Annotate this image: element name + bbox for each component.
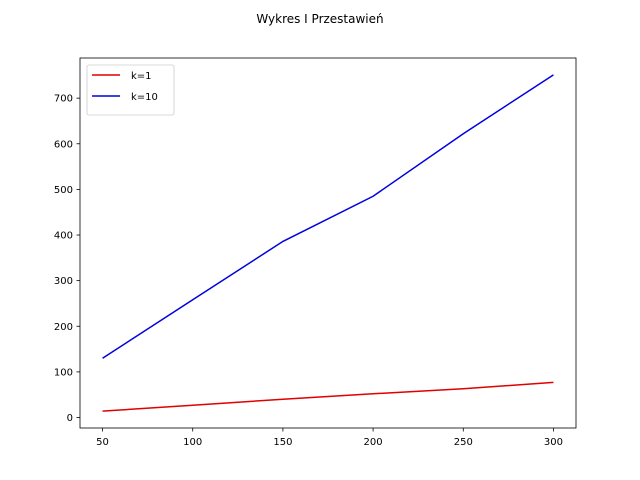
- x-tick-label: 100: [183, 437, 202, 448]
- y-tick-label: 100: [54, 367, 73, 378]
- y-tick-label: 200: [54, 322, 73, 333]
- legend-label-1: k=10: [131, 92, 158, 103]
- plot-frame: [79, 57, 577, 429]
- y-tick-label: 400: [54, 231, 73, 242]
- y-tick-label: 300: [54, 276, 73, 287]
- y-tick-label: 500: [54, 185, 73, 196]
- x-axis: 50 100 150 200 250 300: [96, 428, 563, 448]
- y-tick-label: 700: [54, 94, 73, 105]
- series-line-1: [102, 74, 554, 359]
- chart-title: Wykres I Przestawień: [256, 12, 383, 26]
- legend-label-0: k=1: [131, 71, 152, 82]
- x-tick-label: 50: [96, 437, 109, 448]
- series-line-0: [102, 381, 554, 412]
- x-tick-label: 200: [364, 437, 383, 448]
- plot-lines: [102, 74, 554, 412]
- y-tick-label: 600: [54, 139, 73, 150]
- x-tick-label: 150: [273, 437, 292, 448]
- legend-box: [86, 64, 175, 116]
- x-tick-label: 250: [454, 437, 473, 448]
- x-tick-label: 300: [544, 437, 563, 448]
- y-tick-label: 0: [67, 413, 73, 424]
- legend: k=1 k=10: [86, 64, 175, 116]
- y-axis: 0 100 200 300 400 500 600 700: [54, 94, 80, 424]
